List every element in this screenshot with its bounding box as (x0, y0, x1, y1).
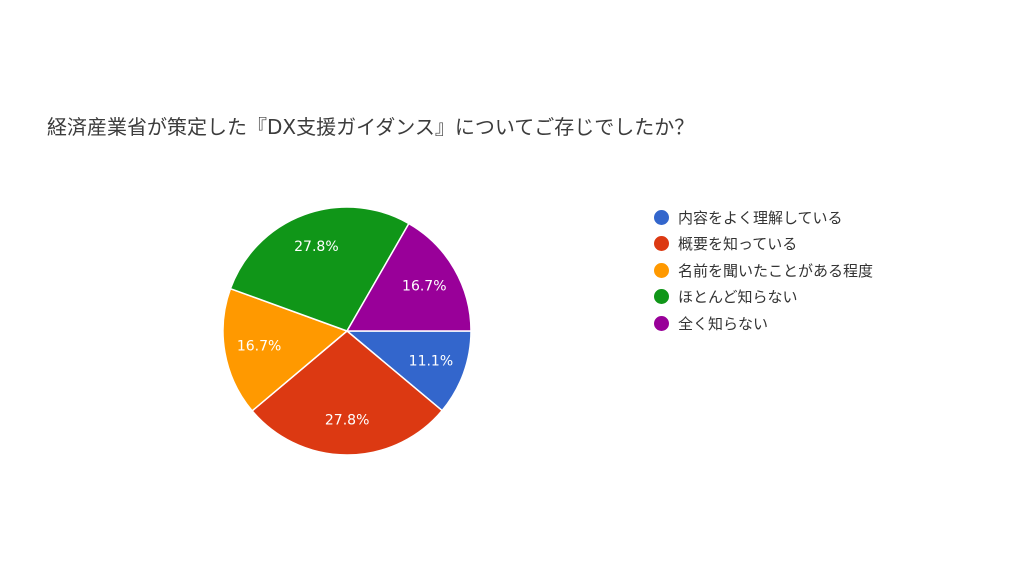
chart-title: 経済産業省が策定した『DX支援ガイダンス』についてご存じでしたか？ (47, 115, 695, 139)
pie-slice-label-2: 27.8% (325, 412, 369, 428)
legend-label-2: 概要を知っている (678, 235, 798, 254)
pie-slice-5 (345, 222, 472, 332)
legend-swatch-5 (654, 315, 669, 331)
legend-item-4: ほとんど知らない (654, 284, 873, 311)
pie-slice-label-4: 27.8% (294, 239, 338, 255)
legend-label-1: 内容をよく理解している (678, 208, 843, 227)
legend: 内容をよく理解している 概要を知っている名前を聞いたことがある程度 ほとんど知らない… (654, 204, 873, 337)
legend-item-1: 内容をよく理解している (654, 204, 873, 231)
pie-slice-label-1: 11.1% (409, 353, 453, 369)
legend-item-5: 全く知らない (654, 310, 873, 337)
legend-label-3: 名前を聞いたことがある程度 (678, 261, 874, 280)
pie-slices (222, 206, 472, 456)
pie-slice-label-3: 16.7% (237, 339, 281, 355)
pie-slice-1 (344, 330, 472, 412)
legend-label-5: 全く知らない (678, 314, 769, 333)
pie-slice-label-5: 16.7% (402, 278, 446, 294)
legend-swatch-4 (654, 289, 669, 305)
pie-slice-labels: 11.1% 27.8% 16.7% 27.8% 16.7% (237, 239, 453, 428)
legend-label-4: ほとんど知らない (678, 288, 798, 307)
pie-slice-2 (251, 330, 444, 456)
pie-slice-3 (222, 287, 349, 412)
legend-item-3: 名前を聞いたことがある程度 (654, 257, 873, 284)
legend-swatch-1 (654, 209, 669, 225)
legend-swatch-3 (654, 262, 669, 278)
legend-item-2: 概要を知っている (654, 231, 873, 258)
legend-swatch-2 (654, 236, 669, 252)
